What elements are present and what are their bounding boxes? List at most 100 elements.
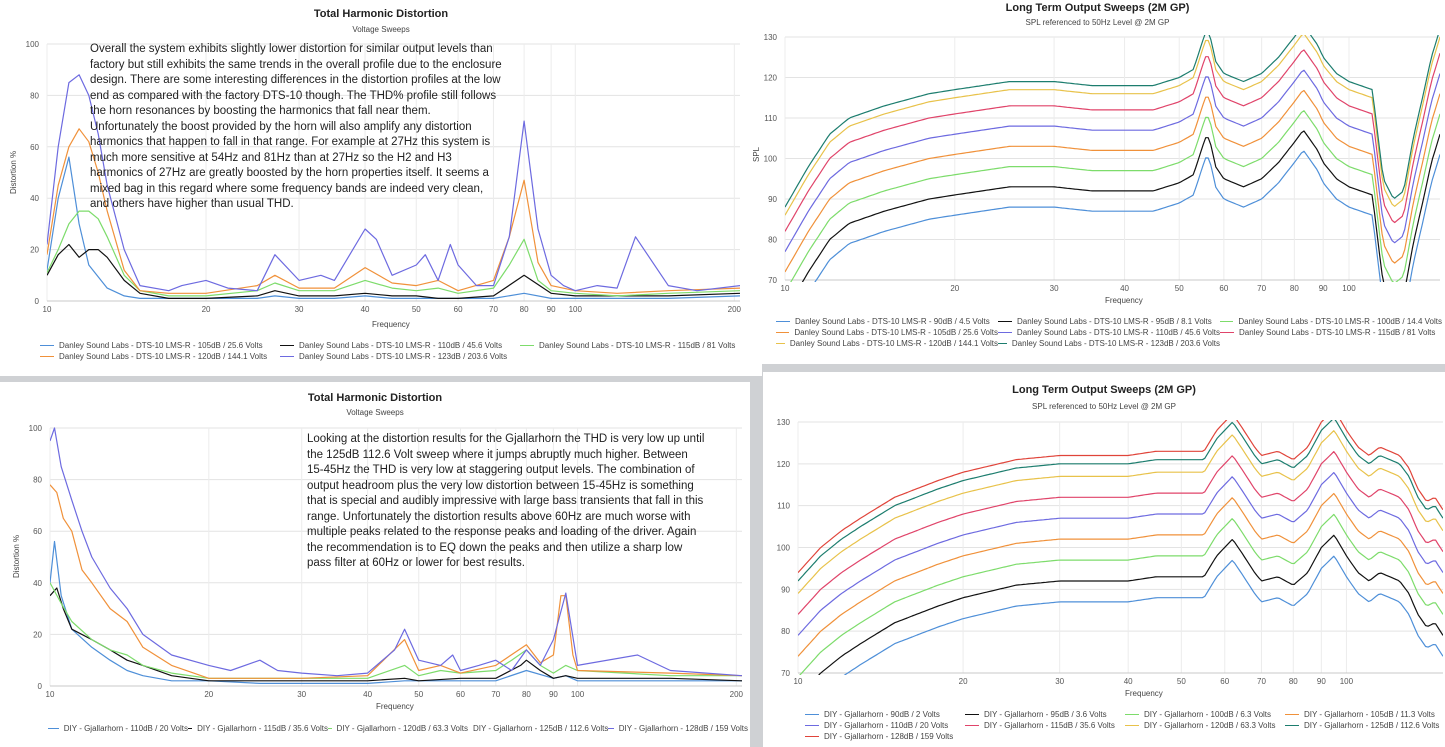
legend-label: Danley Sound Labs - DTS-10 LMS-R - 100dB…	[1238, 317, 1442, 326]
legend-label: DIY - Gjallarhorn - 115dB / 35.6 Volts	[984, 721, 1115, 730]
x-tick-label: 20	[959, 677, 968, 686]
series-line	[47, 128, 740, 294]
y-tick-label: 80	[768, 236, 777, 245]
legend-item[interactable]: DIY - Gjallarhorn - 100dB / 6.3 Volts	[1125, 709, 1285, 720]
y-tick-label: 60	[30, 143, 39, 152]
x-tick-label: 60	[1219, 284, 1228, 293]
y-tick-label: 100	[777, 544, 791, 553]
legend-swatch	[1220, 321, 1234, 322]
legend-item[interactable]: DIY - Gjallarhorn - 95dB / 3.6 Volts	[965, 709, 1125, 720]
legend-item[interactable]: Danley Sound Labs - DTS-10 LMS-R - 105dB…	[776, 327, 998, 338]
legend-swatch	[998, 332, 1012, 333]
plot-area: 0 20 40 60 80 100 10 20 30 40 50 60 70 80 90 100 200	[29, 424, 744, 699]
legend: Danley Sound Labs - DTS-10 LMS-R - 90dB …	[776, 316, 1444, 349]
y-tick-label: 130	[764, 33, 778, 42]
y-tick-label: 20	[30, 246, 39, 255]
x-tick-label: 200	[730, 690, 744, 699]
legend-item[interactable]: DIY - Gjallarhorn - 128dB / 159 Volts	[805, 731, 965, 742]
series-line	[785, 35, 1439, 208]
legend-item[interactable]: Danley Sound Labs - DTS-10 LMS-R - 120dB…	[776, 338, 998, 349]
y-tick-label: 110	[777, 502, 790, 511]
legend-label: Danley Sound Labs - DTS-10 LMS-R - 105dB…	[794, 328, 998, 337]
y-tick-label: 0	[35, 297, 40, 306]
legend: DIY - Gjallarhorn - 90dB / 2 Volts DIY - …	[805, 709, 1445, 742]
legend-swatch	[188, 728, 193, 729]
legend-swatch	[776, 332, 790, 333]
x-tick-label: 10	[43, 305, 52, 314]
legend-item[interactable]: Danley Sound Labs - DTS-10 LMS-R - 115dB…	[1220, 327, 1442, 338]
legend-label: Danley Sound Labs - DTS-10 LMS-R - 120dB…	[59, 352, 268, 361]
chart-panel-gjallarhorn-spl: Long Term Output Sweeps (2M GP) SPL refe…	[763, 372, 1445, 747]
y-tick-label: 0	[38, 682, 43, 691]
x-tick-label: 10	[46, 690, 55, 699]
chart-panel-danley-thd: Total Harmonic Distortion Voltage Sweeps…	[0, 0, 762, 376]
legend-swatch	[608, 728, 614, 729]
x-tick-label: 60	[1220, 677, 1229, 686]
legend-swatch	[280, 345, 294, 346]
legend-item[interactable]: DIY - Gjallarhorn - 110dB / 20 Volts	[805, 720, 965, 731]
legend-swatch	[965, 714, 979, 715]
x-tick-label: 80	[1290, 284, 1299, 293]
legend-label: DIY - Gjallarhorn - 95dB / 3.6 Volts	[984, 710, 1107, 719]
legend-item[interactable]: Danley Sound Labs - DTS-10 LMS-R - 123dB…	[998, 338, 1220, 349]
y-tick-label: 80	[30, 91, 39, 100]
x-tick-label: 50	[414, 690, 423, 699]
legend-item[interactable]: Danley Sound Labs - DTS-10 LMS-R - 110dB…	[998, 327, 1220, 338]
legend-label: Danley Sound Labs - DTS-10 LMS-R - 123dB…	[1011, 339, 1220, 348]
legend-item[interactable]: DIY - Gjallarhorn - 120dB / 63.3 Volts	[328, 723, 468, 734]
legend-swatch	[40, 345, 54, 346]
series-line	[818, 534, 1443, 675]
legend-item[interactable]: Danley Sound Labs - DTS-10 LMS-R - 110dB…	[280, 340, 520, 351]
legend-item[interactable]: Danley Sound Labs - DTS-10 LMS-R - 90dB …	[776, 316, 998, 327]
series-line	[785, 69, 1440, 252]
x-tick-label: 80	[520, 305, 529, 314]
legend-item[interactable]: DIY - Gjallarhorn - 115dB / 35.6 Volts	[188, 723, 328, 734]
chart-subtitle: Voltage Sweeps	[352, 25, 410, 34]
plot-area: 70 80 90 100 110 120 130 10 20 30 40 50 60 70 80 90 100	[764, 33, 1440, 293]
legend-label: Danley Sound Labs - DTS-10 LMS-R - 120dB…	[789, 339, 998, 348]
legend-item[interactable]: Danley Sound Labs - DTS-10 LMS-R - 100dB…	[1220, 316, 1442, 327]
legend-item[interactable]: Danley Sound Labs - DTS-10 LMS-R - 115dB…	[520, 340, 760, 351]
series-line	[47, 156, 740, 299]
legend-label: DIY - Gjallarhorn - 128dB / 159 Volts	[824, 732, 954, 741]
x-axis-label: Frequency	[372, 320, 410, 329]
legend-item[interactable]: DIY - Gjallarhorn - 105dB / 11.3 Volts	[1285, 709, 1445, 720]
y-tick-label: 40	[30, 194, 39, 203]
legend-item[interactable]: DIY - Gjallarhorn - 125dB / 112.6 Volts	[1285, 720, 1445, 731]
y-tick-label: 20	[33, 630, 42, 639]
legend-item[interactable]: Danley Sound Labs - DTS-10 LMS-R - 105dB…	[40, 340, 280, 351]
legend-swatch	[805, 714, 819, 715]
y-tick-label: 90	[781, 585, 790, 594]
legend-item[interactable]: DIY - Gjallarhorn - 128dB / 159 Volts	[608, 723, 748, 734]
x-tick-label: 40	[363, 690, 372, 699]
legend-item[interactable]: Danley Sound Labs - DTS-10 LMS-R - 95dB …	[998, 316, 1220, 327]
legend-item[interactable]: DIY - Gjallarhorn - 115dB / 35.6 Volts	[965, 720, 1125, 731]
legend-swatch	[1125, 714, 1139, 715]
x-tick-label: 30	[1055, 677, 1064, 686]
x-tick-label: 10	[781, 284, 790, 293]
x-tick-label: 90	[1319, 284, 1328, 293]
commentary-paragraph: Looking at the distortion results for th…	[307, 433, 705, 569]
chart-title: Long Term Output Sweeps (2M GP)	[1012, 384, 1196, 396]
series-line	[47, 210, 740, 297]
legend-item[interactable]: Danley Sound Labs - DTS-10 LMS-R - 120dB…	[40, 351, 280, 362]
legend-item[interactable]: DIY - Gjallarhorn - 120dB / 63.3 Volts	[1125, 720, 1285, 731]
legend-item[interactable]: DIY - Gjallarhorn - 110dB / 20 Volts	[48, 723, 188, 734]
legend-item[interactable]: DIY - Gjallarhorn - 125dB / 112.6 Volts	[468, 723, 608, 734]
x-tick-label: 100	[1342, 284, 1356, 293]
legend-label: Danley Sound Labs - DTS-10 LMS-R - 95dB …	[1017, 317, 1212, 326]
legend-item[interactable]: DIY - Gjallarhorn - 90dB / 2 Volts	[805, 709, 965, 720]
series-line	[801, 130, 1440, 282]
y-tick-label: 40	[33, 579, 42, 588]
y-tick-label: 70	[768, 276, 777, 285]
x-tick-label: 90	[547, 305, 556, 314]
legend-label: DIY - Gjallarhorn - 128dB / 159 Volts	[618, 724, 748, 733]
y-tick-label: 60	[33, 527, 42, 536]
x-tick-label: 100	[1340, 677, 1354, 686]
series-line	[47, 74, 740, 292]
x-tick-label: 100	[571, 690, 585, 699]
legend-swatch	[40, 356, 54, 357]
x-tick-label: 40	[1120, 284, 1129, 293]
y-tick-label: 110	[764, 114, 777, 123]
legend-item[interactable]: Danley Sound Labs - DTS-10 LMS-R - 123dB…	[280, 351, 520, 362]
